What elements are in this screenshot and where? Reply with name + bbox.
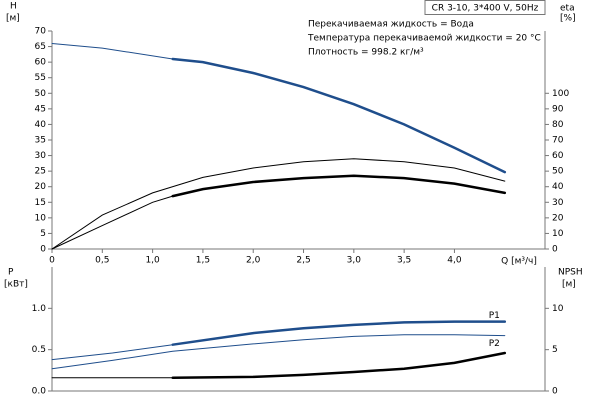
x-tick-label: 3,0 xyxy=(347,256,362,266)
y2-tick-label: 70 xyxy=(552,136,564,146)
y-tick-label: 35 xyxy=(35,136,46,146)
x-axis-label: Q [м³/ч] xyxy=(501,257,537,267)
series-line xyxy=(51,344,174,361)
annotation: Температура перекачиваемой жидкости = 20… xyxy=(307,34,541,44)
y2-tick-label: 20 xyxy=(552,213,564,223)
series-line xyxy=(51,334,506,370)
series-line xyxy=(171,351,507,380)
series-line xyxy=(51,195,174,250)
series-label: P2 xyxy=(489,339,500,349)
y-tick-label: 0.5 xyxy=(32,345,46,355)
series-line xyxy=(171,320,507,346)
y2-tick-label: 0 xyxy=(552,245,558,255)
y-tick-label: 50 xyxy=(35,89,47,99)
title-box xyxy=(424,0,546,15)
y-axis-unit: [м] xyxy=(6,14,20,24)
y-tick-label: 55 xyxy=(35,73,46,83)
x-tick-label: 1,5 xyxy=(196,256,210,266)
y-axis-unit: [кВт] xyxy=(4,280,28,290)
annotation: Плотность = 998.2 кг/м³ xyxy=(308,48,424,58)
y-tick-label: 45 xyxy=(35,104,46,114)
y2-tick-label: 60 xyxy=(552,151,564,161)
x-tick-label: 3,5 xyxy=(397,256,411,266)
y-tick-label: 70 xyxy=(35,27,47,37)
y-tick-label: 10 xyxy=(35,213,47,223)
y2-tick-label: 10 xyxy=(552,304,564,314)
series-line xyxy=(51,158,506,250)
annotation: Перекачиваемая жидкость = Вода xyxy=(308,20,474,30)
series-line xyxy=(171,57,507,174)
series-line xyxy=(51,43,174,60)
y2-tick-label: 30 xyxy=(552,198,564,208)
y2-tick-label: 80 xyxy=(552,120,564,130)
y-tick-label: 65 xyxy=(35,42,46,52)
y-tick-label: 0 xyxy=(40,245,46,255)
y-tick-label: 25 xyxy=(35,167,46,177)
x-tick-label: 0 xyxy=(49,256,55,266)
y2-tick-label: 5 xyxy=(552,345,558,355)
y-tick-label: 15 xyxy=(35,198,46,208)
y-tick-label: 5 xyxy=(40,229,46,239)
y-tick-label: 60 xyxy=(35,58,47,68)
y2-tick-label: 40 xyxy=(552,182,564,192)
y2-axis-label: eta xyxy=(560,4,575,14)
y-tick-label: 0.0 xyxy=(32,387,47,397)
y2-axis-label: NPSH xyxy=(558,268,583,278)
y2-axis-unit: [%] xyxy=(560,14,576,24)
y-tick-label: 40 xyxy=(35,120,47,130)
x-tick-label: 0,5 xyxy=(95,256,109,266)
y-tick-label: 30 xyxy=(35,151,47,161)
y2-tick-label: 10 xyxy=(552,229,564,239)
y-axis-label: P xyxy=(8,268,14,278)
y-tick-label: 20 xyxy=(35,182,47,192)
y2-tick-label: 100 xyxy=(552,89,569,99)
series-line xyxy=(171,174,507,198)
y2-tick-label: 50 xyxy=(552,167,564,177)
y2-tick-label: 0 xyxy=(552,387,558,397)
chart-title: CR 3-10, 3*400 V, 50Hz xyxy=(432,4,539,14)
x-tick-label: 2,0 xyxy=(246,256,261,266)
x-tick-label: 1,0 xyxy=(145,256,160,266)
series-label: P1 xyxy=(489,311,500,321)
y-tick-label: 1.0 xyxy=(32,304,47,314)
y2-axis-unit: [м] xyxy=(562,280,576,290)
y-axis-label: H xyxy=(10,2,17,12)
y2-tick-label: 90 xyxy=(552,104,564,114)
x-tick-label: 2,5 xyxy=(296,256,310,266)
x-tick-label: 4,0 xyxy=(447,256,462,266)
